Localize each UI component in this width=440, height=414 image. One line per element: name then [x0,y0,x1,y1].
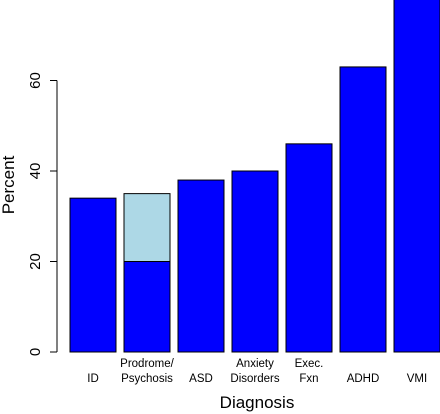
x-tick-label: VMI [407,373,427,385]
x-tick-label: ID [87,373,99,385]
bar-5-segment-1 [285,143,333,353]
x-tick-label: Psychosis [121,373,173,385]
y-tick-label: 20 [27,253,44,270]
bar-6-segment-1 [339,66,387,353]
bar-4-segment-1 [231,170,279,353]
y-axis-title: Percent [0,155,18,214]
x-tick-label: ASD [189,373,213,385]
x-tick-label: Exec. [295,358,324,370]
x-category-labels: ID Prodrome/Psychosis ASD Anxiety Disorders E… [87,358,427,385]
x-tick-label: ADHD [347,373,380,385]
bar-7-segment-1 [393,0,440,353]
bars-layer [69,0,440,353]
bar-1-segment-1 [69,197,117,353]
x-tick-label: Fxn [299,373,318,385]
y-tick-label: 40 [27,163,44,180]
bar-2-segment-2 [123,193,171,262]
bar-3-segment-1 [177,179,225,353]
y-tick-label: 0 [27,348,44,356]
x-tick-label: Prodrome/ [120,358,174,370]
x-tick-label: Anxiety [236,358,274,370]
y-tick-label: 60 [27,72,44,89]
bar-2-segment-1 [123,261,171,353]
y-axis: 0 20 40 60 [27,72,58,356]
x-tick-label: Disorders [230,373,279,385]
x-axis-title: Diagnosis [220,393,295,412]
